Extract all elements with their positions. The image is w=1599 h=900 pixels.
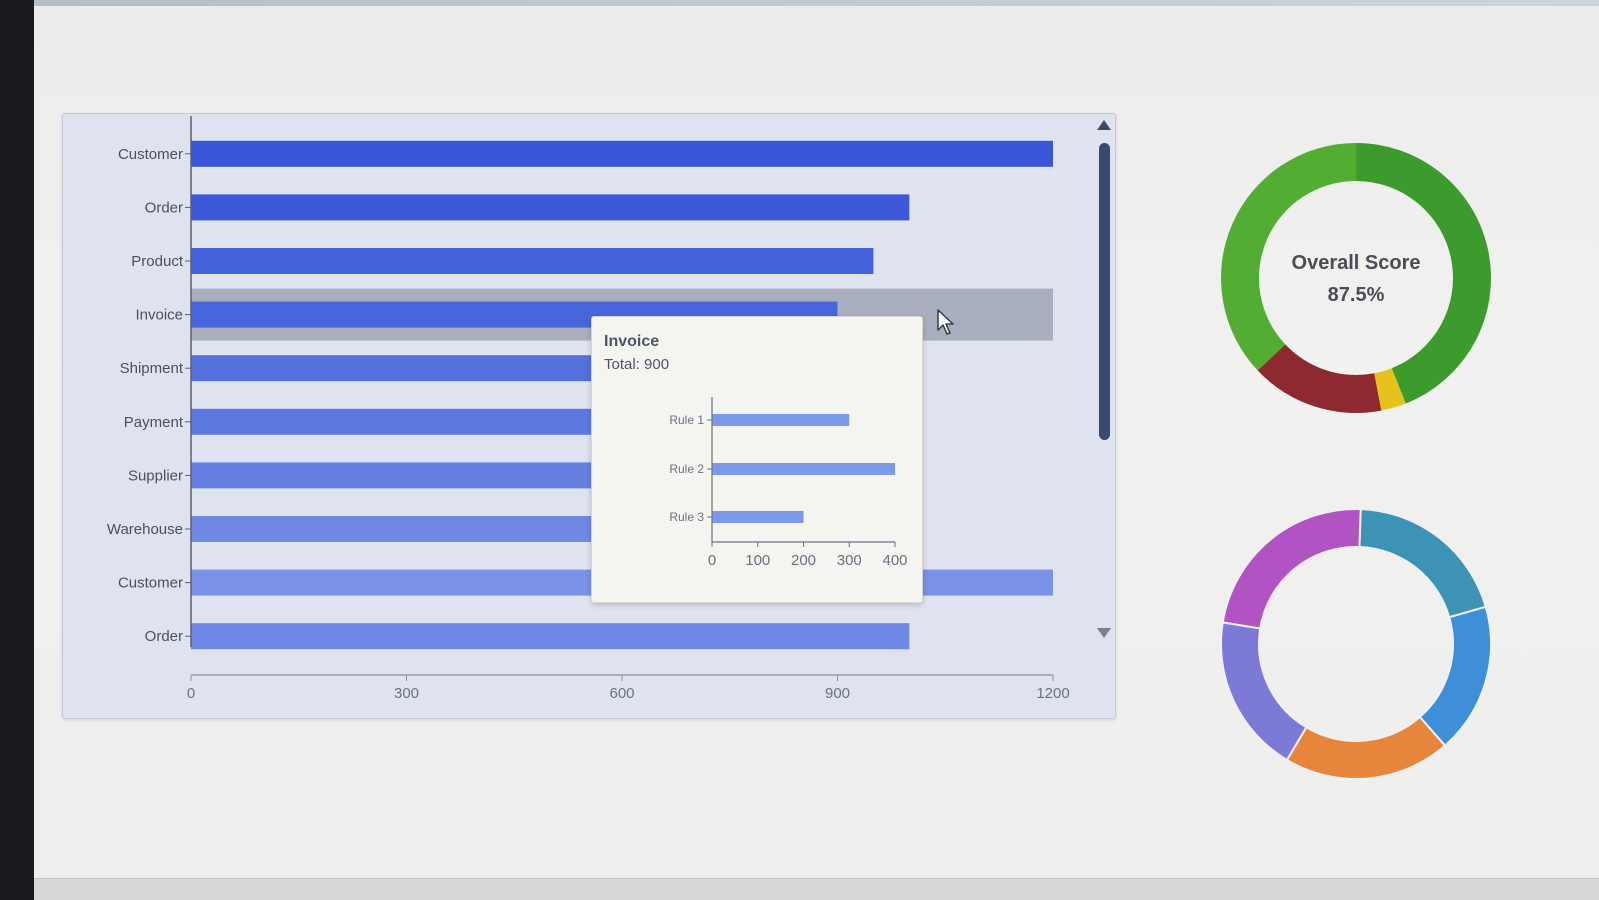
mini-x-tick-label: 200 <box>791 552 816 569</box>
mini-x-tick-label: 100 <box>745 552 770 569</box>
category-label: Supplier <box>128 467 183 484</box>
overall-score-title: Overall Score <box>1291 252 1421 274</box>
category-label: Customer <box>118 146 183 163</box>
triangle-down-icon[interactable] <box>1097 628 1111 638</box>
donut-slice-1 <box>1356 143 1491 404</box>
category-label: Invoice <box>135 307 183 324</box>
bar-customer <box>191 140 1053 167</box>
category-label: Customer <box>118 575 183 592</box>
bar-product <box>191 248 874 274</box>
category-label: Shipment <box>120 360 184 377</box>
bar-chart[interactable]: Customer Order Product Invoice Shipment Payme… <box>63 114 1115 718</box>
bar-order <box>191 194 910 221</box>
x-tick-label: 600 <box>609 685 634 702</box>
tooltip-total: Total: 900 <box>604 356 670 373</box>
mini-category-label: Rule 3 <box>669 510 704 524</box>
x-tick-label: 1200 <box>1036 685 1069 702</box>
mini-bar-3 <box>712 511 804 523</box>
tooltip-mini-chart: Rule 1 Rule 2 Rule 3 0 100 200 300 400 <box>669 397 908 569</box>
donut-slice-2 <box>1374 368 1406 411</box>
mini-category-label: Rule 2 <box>669 462 704 476</box>
bottom-strip <box>34 878 1599 900</box>
x-tick-label: 900 <box>825 685 850 702</box>
triangle-up-icon[interactable] <box>1097 120 1111 130</box>
overall-score-value: 87.5% <box>1327 284 1385 306</box>
mini-x-tick-label: 0 <box>708 552 716 569</box>
donut-slice-4 <box>1220 621 1308 762</box>
x-tick-label: 0 <box>187 685 195 702</box>
bar-order <box>191 623 910 650</box>
mini-bar-2 <box>712 463 895 475</box>
mini-bar-1 <box>712 414 850 426</box>
category-label: Payment <box>124 414 184 431</box>
donut-slice-4 <box>1221 143 1356 371</box>
category-label: Warehouse <box>107 521 183 538</box>
mini-x-tick-label: 400 <box>882 552 907 569</box>
category-label: Order <box>145 628 183 645</box>
mini-category-label: Rule 1 <box>669 413 704 427</box>
chart-tooltip: Invoice Total: 900 Rule 1 Rule 2 Rule 3 0 10… <box>591 316 923 603</box>
scrollbar-thumb[interactable] <box>1099 143 1110 440</box>
donut-slice-5 <box>1221 508 1362 630</box>
donut-slice-3 <box>1285 715 1447 780</box>
tooltip-title: Invoice <box>604 333 660 350</box>
mouse-pointer-icon <box>937 309 954 335</box>
mini-x-tick-label: 300 <box>837 552 862 569</box>
overall-score-donut[interactable] <box>1220 142 1492 414</box>
donut-slice-1 <box>1358 508 1488 619</box>
donut-slice-3 <box>1257 344 1382 413</box>
top-bar <box>34 0 1599 6</box>
category-label: Product <box>131 253 184 270</box>
category-label: Order <box>145 199 183 216</box>
bar-chart-panel: Customer Order Product Invoice Shipment Payme… <box>62 113 1116 719</box>
category-donut[interactable] <box>1220 508 1492 780</box>
x-tick-label: 300 <box>394 685 419 702</box>
donut-slice-2 <box>1418 605 1492 747</box>
